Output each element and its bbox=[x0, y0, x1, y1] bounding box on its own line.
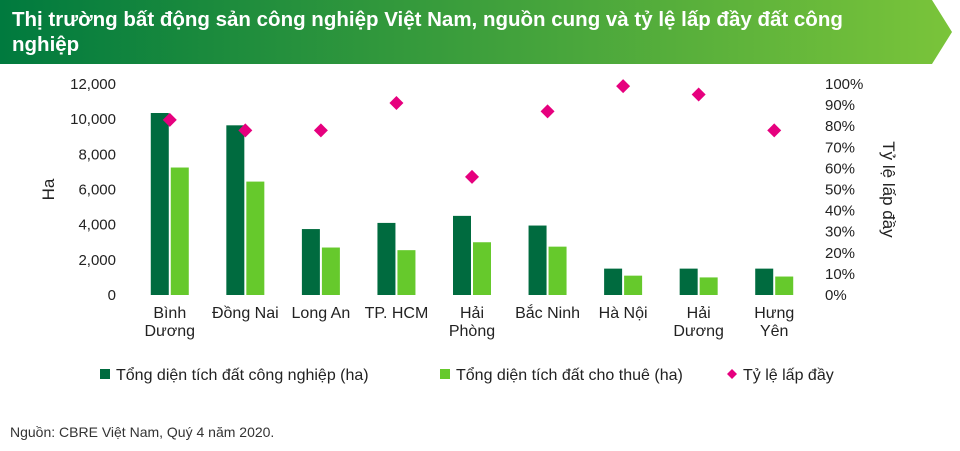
bar-leased-area bbox=[775, 276, 794, 295]
legend-swatch bbox=[100, 369, 110, 379]
y2-tick-label: 80% bbox=[825, 118, 855, 135]
y2-tick-label: 70% bbox=[825, 139, 855, 156]
x-tick-label: Hải bbox=[687, 305, 711, 322]
occupancy-marker bbox=[313, 123, 328, 138]
bar-leased-area bbox=[624, 275, 643, 295]
bar-total-area bbox=[377, 222, 396, 295]
legend-label: Tổng diện tích đất công nghiệp (ha) bbox=[116, 366, 369, 384]
source-note: Nguồn: CBRE Việt Nam, Quý 4 năm 2020. bbox=[10, 424, 275, 440]
x-tick-label: Bắc Ninh bbox=[515, 303, 580, 322]
bar-total-area bbox=[528, 225, 547, 295]
occupancy-marker bbox=[767, 123, 782, 138]
occupancy-marker bbox=[691, 87, 706, 102]
bar-leased-area bbox=[699, 277, 718, 295]
bar-total-area bbox=[226, 125, 245, 295]
occupancy-marker bbox=[616, 79, 631, 94]
bar-leased-area bbox=[321, 247, 340, 295]
y2-tick-label: 40% bbox=[825, 203, 855, 220]
x-tick-label: Hải bbox=[460, 305, 484, 322]
bar-leased-area bbox=[246, 181, 265, 295]
bar-leased-area bbox=[473, 242, 491, 295]
y-tick-label: 6,000 bbox=[78, 182, 116, 199]
x-tick-label: Phòng bbox=[449, 323, 495, 340]
y-tick-label: 10,000 bbox=[70, 111, 116, 128]
bar-total-area bbox=[150, 113, 169, 295]
bar-total-area bbox=[604, 268, 623, 295]
occupancy-marker bbox=[540, 104, 555, 119]
x-tick-label: Dương bbox=[673, 323, 724, 340]
x-tick-label: TP. HCM bbox=[365, 305, 429, 322]
y-tick-label: 0 bbox=[108, 287, 116, 304]
bar-leased-area bbox=[170, 167, 189, 295]
x-tick-label: Yên bbox=[760, 323, 788, 340]
y2-tick-label: 20% bbox=[825, 245, 855, 262]
legend-label: Tỷ lệ lấp đầy bbox=[743, 367, 834, 384]
y2-tick-label: 30% bbox=[825, 224, 855, 241]
y2-tick-label: 100% bbox=[825, 76, 863, 93]
y2-tick-label: 0% bbox=[825, 287, 847, 304]
legend-swatch bbox=[440, 369, 450, 379]
y2-tick-label: 10% bbox=[825, 266, 855, 283]
x-tick-label: Dương bbox=[144, 323, 195, 340]
y2-tick-label: 90% bbox=[825, 97, 855, 114]
y-tick-label: 2,000 bbox=[78, 252, 116, 269]
bar-leased-area bbox=[397, 250, 416, 295]
bar-total-area bbox=[679, 268, 698, 295]
x-tick-label: Đồng Nai bbox=[212, 305, 279, 322]
bar-total-area bbox=[755, 268, 774, 295]
legend-label: Tổng diện tích đất cho thuê (ha) bbox=[456, 366, 683, 384]
y2-axis-label: Tỷ lệ lấp đầy bbox=[879, 141, 898, 238]
x-tick-label: Long An bbox=[292, 305, 351, 322]
occupancy-marker bbox=[389, 95, 404, 110]
y2-tick-label: 50% bbox=[825, 182, 855, 199]
title-banner: Thị trường bất động sản công nghiệp Việt… bbox=[0, 0, 960, 64]
bar-total-area bbox=[301, 229, 320, 295]
bar-leased-area bbox=[548, 246, 567, 295]
legend-swatch bbox=[727, 369, 737, 379]
bar-total-area bbox=[453, 215, 471, 295]
occupancy-marker bbox=[162, 112, 177, 127]
y-tick-label: 8,000 bbox=[78, 146, 116, 163]
occupancy-marker bbox=[238, 123, 253, 138]
y2-tick-label: 60% bbox=[825, 160, 855, 177]
banner-background bbox=[0, 0, 952, 64]
occupancy-marker bbox=[465, 169, 479, 184]
page-title: Thị trường bất động sản công nghiệp Việt… bbox=[12, 8, 843, 56]
y-tick-label: 4,000 bbox=[78, 217, 116, 234]
x-tick-label: Hưng bbox=[754, 305, 794, 322]
y-axis-label: Ha bbox=[39, 178, 58, 200]
y-tick-label: 12,000 bbox=[70, 76, 116, 93]
x-tick-label: Hà Nội bbox=[599, 305, 648, 322]
x-tick-label: Bình bbox=[153, 305, 186, 322]
chart-area: 0 2,000 4,000 6,000 8,000 10,000 12,000 0% 10% 20… bbox=[39, 76, 898, 384]
